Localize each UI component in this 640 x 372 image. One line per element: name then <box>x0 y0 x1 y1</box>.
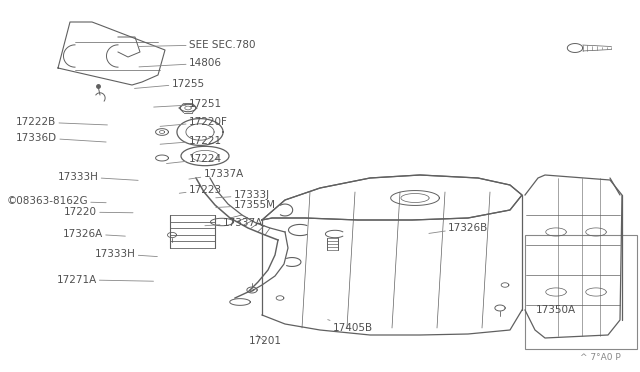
Text: ©08363-8162G: ©08363-8162G <box>6 196 106 206</box>
Text: 17333H: 17333H <box>95 249 157 259</box>
Text: ^ 7°A0 P: ^ 7°A0 P <box>580 353 621 362</box>
Text: 17220: 17220 <box>64 207 133 217</box>
Text: 14806: 14806 <box>139 58 222 68</box>
Text: SEE SEC.780: SEE SEC.780 <box>139 40 255 49</box>
Text: 17223: 17223 <box>179 185 222 195</box>
Text: 17326A: 17326A <box>63 229 125 238</box>
Text: 17355M: 17355M <box>216 201 276 210</box>
Text: 17271A: 17271A <box>56 275 154 285</box>
Text: 17350A: 17350A <box>536 305 575 314</box>
Text: 17255: 17255 <box>134 79 205 89</box>
Text: 17201: 17201 <box>248 335 282 346</box>
Text: 17337A: 17337A <box>205 218 263 228</box>
Text: 17333J: 17333J <box>216 190 269 200</box>
Text: 17326B: 17326B <box>429 223 488 233</box>
Text: 17222B: 17222B <box>16 117 108 127</box>
Text: 17220F: 17220F <box>160 117 228 127</box>
Text: 17337A: 17337A <box>189 169 244 179</box>
Text: 17336D: 17336D <box>16 133 106 142</box>
Text: 17251: 17251 <box>154 99 222 109</box>
Text: 17405B: 17405B <box>328 320 373 333</box>
Text: 17224: 17224 <box>166 154 222 164</box>
Text: 17221: 17221 <box>160 136 222 145</box>
Text: 17333H: 17333H <box>58 172 138 182</box>
